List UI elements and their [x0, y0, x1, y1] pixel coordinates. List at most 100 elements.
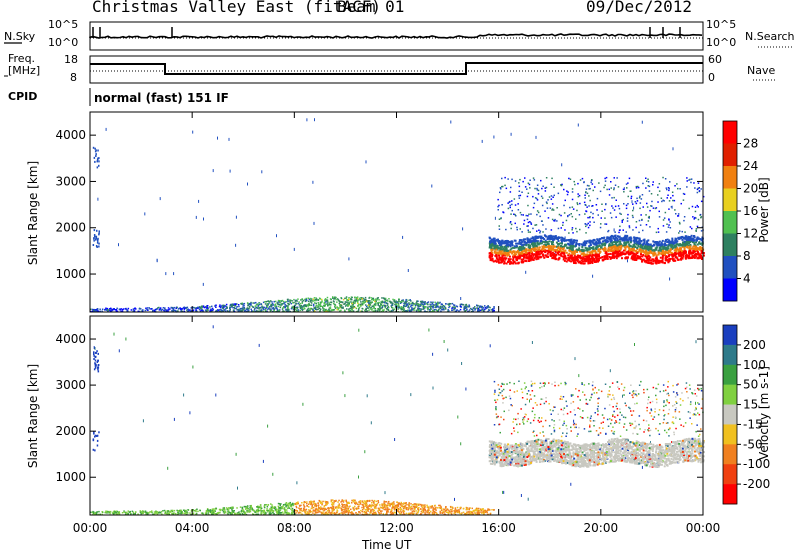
velocity-ground-mark — [139, 511, 142, 513]
power-upper-mark — [588, 185, 590, 187]
power-band-mark — [618, 254, 621, 257]
power-upper-mark — [665, 231, 668, 233]
power-band-mark — [661, 243, 664, 246]
power-ground-mark — [91, 308, 94, 311]
power-band-mark — [537, 250, 540, 253]
power-band-mark — [699, 246, 702, 249]
power-ground-mark — [154, 308, 157, 311]
power-band-mark — [589, 260, 592, 263]
velocity-ground-mark — [419, 503, 422, 506]
power-ground-mark — [376, 310, 379, 312]
power-upper-mark — [507, 202, 509, 204]
power-band-mark — [651, 262, 654, 265]
power-ground-mark — [322, 309, 324, 311]
power-ground-mark — [326, 300, 328, 302]
power-band-mark — [512, 257, 515, 260]
power-ground-mark — [325, 301, 327, 303]
power-band-mark — [654, 259, 656, 262]
power-ground-mark — [262, 306, 264, 309]
power-band-mark — [507, 240, 510, 243]
power-ground-mark — [381, 307, 383, 309]
power-ground-mark — [177, 308, 180, 310]
power-ground-mark — [389, 302, 392, 304]
power-band-mark — [694, 248, 697, 251]
power-band-mark — [653, 253, 656, 256]
power-ground-mark — [402, 310, 404, 313]
power-upper-mark — [569, 178, 572, 180]
velocity-ground-mark — [418, 506, 420, 509]
power-band-mark — [561, 255, 564, 258]
power-band-mark — [683, 240, 686, 243]
power-early-echo — [93, 229, 96, 232]
power-ground-mark — [416, 301, 418, 303]
power-ground-mark — [336, 298, 339, 300]
power-band-mark — [504, 253, 507, 256]
power-ground-mark — [328, 307, 331, 309]
power-upper-mark — [668, 189, 670, 192]
power-band-mark — [696, 257, 699, 260]
power-ground-mark — [402, 305, 405, 308]
power-band-mark — [688, 253, 691, 255]
power-band-mark — [658, 252, 661, 255]
power-ground-mark — [453, 304, 456, 306]
power-ground-mark — [350, 301, 352, 303]
power-ground-mark — [273, 300, 275, 303]
power-upper-mark — [577, 182, 579, 185]
power-ground-mark — [404, 305, 406, 308]
power-band-mark — [683, 245, 686, 248]
power-upper-mark — [588, 188, 590, 190]
power-ground-mark — [449, 303, 452, 305]
power-band-mark — [524, 253, 527, 256]
power-band-mark — [508, 255, 511, 258]
power-band-mark — [639, 242, 642, 245]
power-band-mark — [651, 258, 654, 261]
power-ground-mark — [440, 310, 442, 312]
power-ground-mark — [317, 301, 319, 304]
power-ground-mark — [287, 305, 289, 307]
power-band-mark — [696, 236, 699, 239]
power-band-mark — [660, 253, 663, 256]
power-band-mark — [531, 242, 534, 245]
power-upper-mark — [540, 195, 543, 198]
power-band-mark — [647, 261, 650, 264]
power-ground-mark — [423, 303, 425, 306]
power-ground-mark — [486, 306, 488, 308]
power-band-mark — [588, 247, 591, 250]
power-ground-mark — [287, 300, 289, 303]
power-ground-mark — [317, 305, 320, 307]
power-band-mark — [573, 256, 576, 259]
power-ground-mark — [193, 306, 195, 309]
power-band-mark — [489, 251, 492, 254]
power-band-mark — [571, 250, 574, 253]
velocity-ground-mark — [125, 511, 128, 514]
power-band-mark — [584, 259, 586, 262]
power-upper-mark — [544, 187, 546, 189]
power-ytick-label: 4000 — [55, 128, 86, 142]
power-upper-mark — [517, 209, 520, 211]
power-band-mark — [614, 239, 617, 242]
power-band-mark — [614, 234, 617, 237]
power-band-mark — [660, 245, 662, 248]
power-band-mark — [573, 241, 576, 244]
power-band-mark — [610, 245, 612, 248]
power-upper-mark — [639, 207, 641, 210]
velocity-ground-mark — [321, 502, 324, 505]
velocity-ground-mark — [105, 510, 107, 512]
power-ground-mark — [389, 300, 391, 303]
power-band-mark — [677, 243, 680, 246]
power-sparse-mark — [229, 169, 231, 173]
power-ground-mark — [385, 304, 387, 307]
power-ground-mark — [109, 309, 111, 312]
power-upper-mark — [612, 207, 614, 209]
power-band-mark — [496, 258, 499, 261]
power-early-echo — [94, 147, 96, 150]
power-band-mark — [547, 247, 550, 249]
power-ground-mark — [356, 298, 359, 300]
power-ground-mark — [329, 298, 332, 300]
power-sparse-mark — [212, 169, 214, 173]
power-upper-mark — [544, 210, 546, 212]
power-ground-mark — [387, 300, 389, 302]
power-ground-mark — [432, 301, 434, 303]
power-upper-mark — [542, 231, 544, 233]
velocity-ground-mark — [225, 507, 228, 509]
